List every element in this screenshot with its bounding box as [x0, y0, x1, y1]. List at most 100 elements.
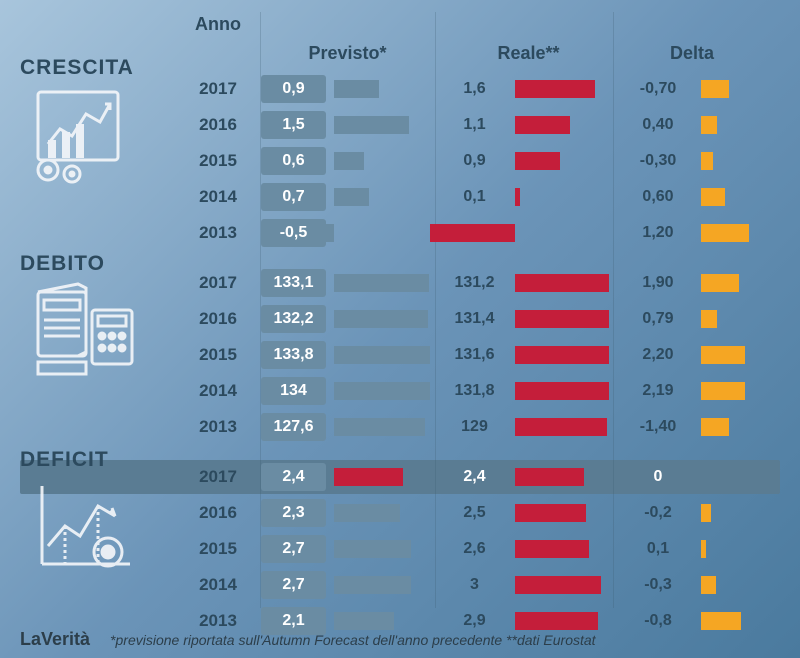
delta-value: 0,40 [623, 116, 693, 134]
delta-bar [701, 574, 761, 596]
previsto-value: 2,7 [261, 535, 326, 563]
reale-value: 131,2 [442, 274, 507, 292]
reale-value: 131,8 [442, 382, 507, 400]
delta-value: -0,2 [623, 504, 693, 522]
section-title-debito: DEBITO [20, 252, 105, 276]
previsto-value: 127,6 [261, 413, 326, 441]
reale-value: 2,5 [442, 504, 507, 522]
delta-value: -0,3 [623, 576, 693, 594]
reale-value: 129 [442, 418, 507, 436]
delta-value: 1,20 [623, 224, 693, 242]
header-year: Anno [183, 14, 253, 35]
reale-bar [515, 502, 615, 524]
previsto-value: 0,7 [261, 183, 326, 211]
calculator-icon [30, 280, 140, 385]
chart-gears-icon [30, 84, 140, 189]
year-cell: 2014 [183, 575, 253, 595]
year-cell: 2015 [183, 539, 253, 559]
previsto-value: 134 [261, 377, 326, 405]
reale-value: 0,1 [442, 188, 507, 206]
reale-value: 3 [442, 576, 507, 594]
previsto-value: 0,6 [261, 147, 326, 175]
year-cell: 2015 [183, 151, 253, 171]
reale-bar [515, 150, 615, 172]
year-cell: 2014 [183, 187, 253, 207]
footnote-text: *previsione riportata sull'Autumn Foreca… [110, 632, 596, 648]
previsto-value: 2,7 [261, 571, 326, 599]
year-cell: 2016 [183, 115, 253, 135]
reale-bar [515, 574, 615, 596]
delta-value: -0,30 [623, 152, 693, 170]
reale-value: 0,9 [442, 152, 507, 170]
reale-value: 131,6 [442, 346, 507, 364]
reale-bar [515, 186, 615, 208]
delta-value: 0,79 [623, 310, 693, 328]
section-title-deficit: DEFICIT [20, 448, 109, 472]
previsto-bar [334, 114, 434, 136]
year-cell: 2013 [183, 611, 253, 631]
delta-bar [701, 344, 761, 366]
previsto-bar [334, 272, 434, 294]
delta-value: 2,19 [623, 382, 693, 400]
reale-bar [515, 222, 615, 244]
previsto-value: 132,2 [261, 305, 326, 333]
header-previsto: Previsto* [261, 43, 434, 64]
line-chart-icon [30, 476, 140, 581]
previsto-value: 2,3 [261, 499, 326, 527]
previsto-bar [334, 222, 434, 244]
previsto-value: 133,1 [261, 269, 326, 297]
previsto-bar [334, 538, 434, 560]
delta-value: 0 [623, 468, 693, 486]
delta-bar [701, 380, 761, 402]
delta-value: -1,40 [623, 418, 693, 436]
year-cell: 2017 [183, 273, 253, 293]
previsto-value: 0,9 [261, 75, 326, 103]
previsto-value: 133,8 [261, 341, 326, 369]
reale-value: 131,4 [442, 310, 507, 328]
reale-bar [515, 344, 615, 366]
reale-bar [515, 272, 615, 294]
delta-bar [701, 272, 761, 294]
year-cell: 2014 [183, 381, 253, 401]
reale-bar [515, 308, 615, 330]
reale-bar [515, 416, 615, 438]
delta-value: 0,60 [623, 188, 693, 206]
table-row: 2013-0,5-1,71,20 [20, 216, 780, 250]
table-row: 2013127,6129-1,40 [20, 410, 780, 444]
reale-value: 1,1 [442, 116, 507, 134]
delta-bar [701, 186, 761, 208]
reale-bar [515, 538, 615, 560]
reale-value: 2,9 [442, 612, 507, 630]
reale-bar [515, 114, 615, 136]
year-cell: 2016 [183, 309, 253, 329]
previsto-bar [334, 186, 434, 208]
year-cell: 2017 [183, 79, 253, 99]
delta-bar [701, 222, 761, 244]
reale-bar [515, 466, 615, 488]
delta-bar [701, 78, 761, 100]
previsto-bar [334, 502, 434, 524]
previsto-bar [334, 150, 434, 172]
delta-value: -0,8 [623, 612, 693, 630]
delta-bar [701, 538, 761, 560]
delta-value: 0,1 [623, 540, 693, 558]
previsto-bar [334, 574, 434, 596]
delta-value: 1,90 [623, 274, 693, 292]
delta-bar [701, 416, 761, 438]
delta-bar [701, 150, 761, 172]
previsto-bar [334, 344, 434, 366]
previsto-bar [334, 308, 434, 330]
delta-bar [701, 466, 761, 488]
footer: LaVerità *previsione riportata sull'Autu… [0, 629, 800, 650]
delta-bar [701, 308, 761, 330]
delta-value: -0,70 [623, 80, 693, 98]
year-cell: 2017 [183, 467, 253, 487]
reale-bar [515, 78, 615, 100]
header-reale: Reale** [442, 43, 615, 64]
previsto-bar [334, 416, 434, 438]
year-cell: 2015 [183, 345, 253, 365]
previsto-bar [334, 380, 434, 402]
delta-bar [701, 502, 761, 524]
previsto-value: 1,5 [261, 111, 326, 139]
source-logo: LaVerità [20, 629, 90, 650]
